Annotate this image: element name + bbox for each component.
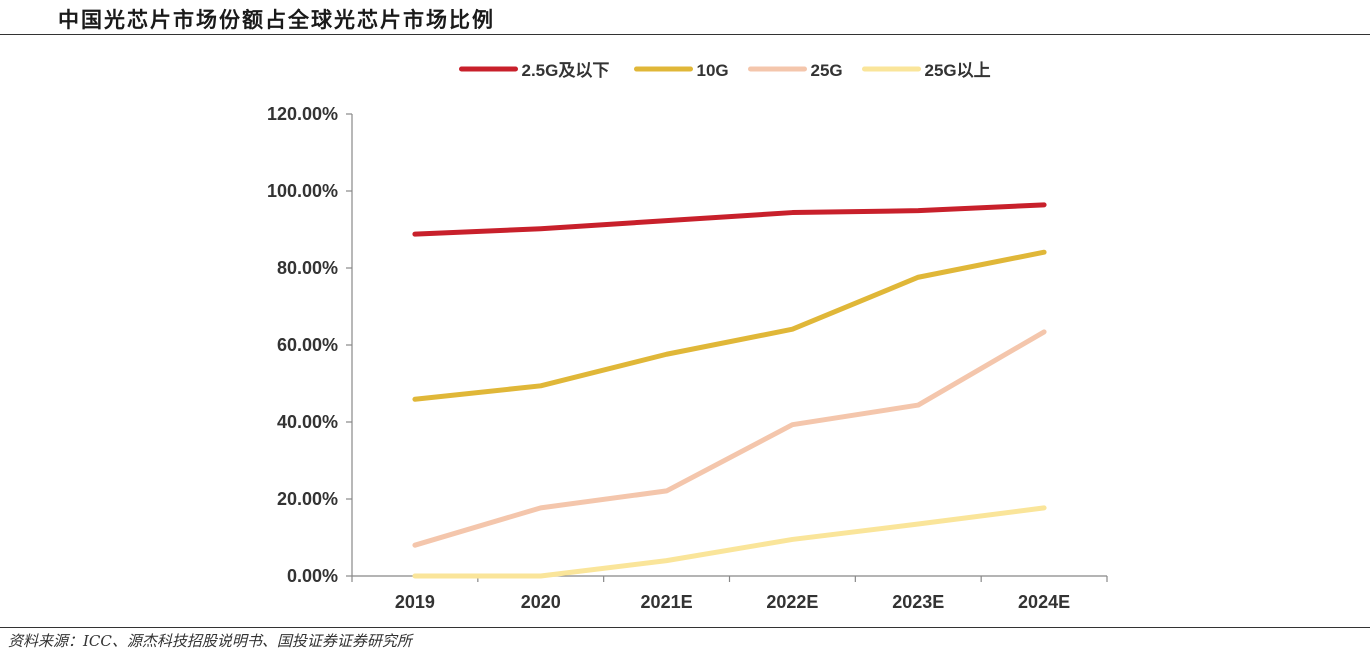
series-group [412,202,1047,579]
footer-divider [0,627,1370,628]
series-line-3 [412,505,1047,579]
legend-label-3: 25G以上 [925,61,991,80]
y-tick-label: 0.00% [287,566,338,586]
x-tick-label: 2023E [892,592,944,612]
y-tick-label: 60.00% [277,335,338,355]
legend: 2.5G及以下 10G 25G 25G以上 [459,61,991,80]
y-tick-label: 20.00% [277,489,338,509]
title-divider [0,34,1370,35]
legend-label-1: 10G [697,61,729,80]
legend-label-2: 25G [811,61,843,80]
x-tick-label: 2019 [395,592,435,612]
series-line-1 [412,249,1047,402]
x-tick-label: 2021E [641,592,693,612]
x-tick-label: 2024E [1018,592,1070,612]
axes: 0.00% 20.00% 40.00% 60.00% 80.00% 100.00% 120.… [267,104,1108,612]
y-tick-label: 120.00% [267,104,338,124]
x-tick-label: 2020 [521,592,561,612]
series-line-2 [412,329,1047,548]
line-chart: 2.5G及以下 10G 25G 25G以上 0.00% 20.00% 40.00% 60.0… [267,61,1108,612]
chart-title: 中国光芯片市场份额占全球光芯片市场比例 [58,7,495,32]
x-tick-label: 2022E [766,592,818,612]
series-line-0 [412,202,1047,237]
source-note: 资料来源：ICC、源杰科技招股说明书、国投证券证券研究所 [8,632,412,650]
y-tick-label: 80.00% [277,258,338,278]
legend-label-0: 2.5G及以下 [522,61,610,80]
y-tick-label: 100.00% [267,181,338,201]
y-tick-label: 40.00% [277,412,338,432]
